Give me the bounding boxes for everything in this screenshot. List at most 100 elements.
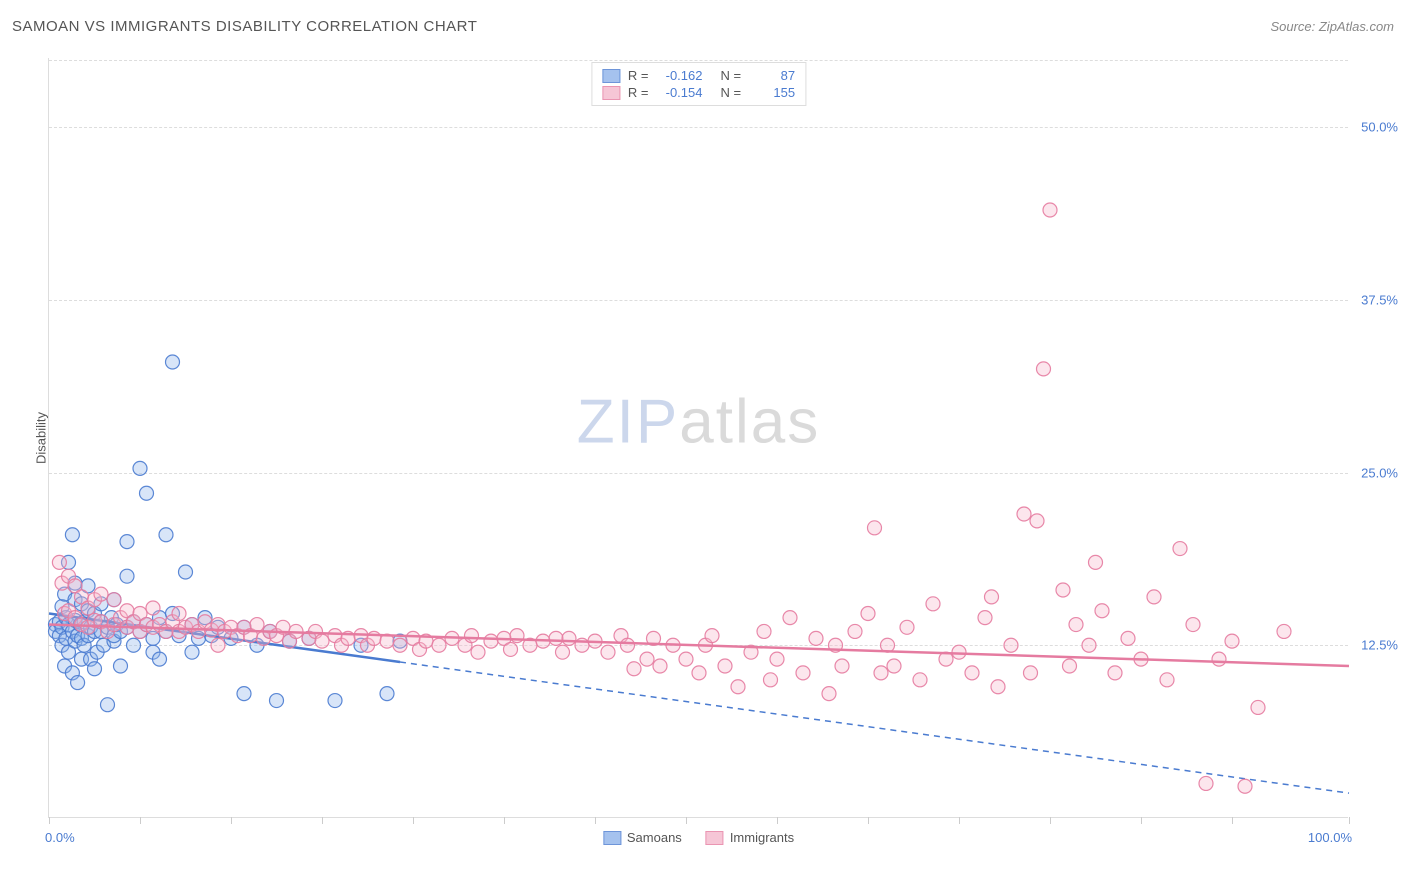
scatter-point-immigrants — [627, 662, 641, 676]
legend-swatch-icon — [602, 86, 620, 100]
scatter-point-immigrants — [1212, 652, 1226, 666]
scatter-point-immigrants — [926, 597, 940, 611]
scatter-point-samoans — [185, 645, 199, 659]
x-tick — [504, 817, 505, 824]
legend-swatch-icon — [706, 831, 724, 845]
scatter-point-immigrants — [94, 587, 108, 601]
scatter-point-immigrants — [764, 673, 778, 687]
scatter-point-immigrants — [900, 620, 914, 634]
scatter-point-immigrants — [1277, 624, 1291, 638]
scatter-point-samoans — [127, 638, 141, 652]
scatter-point-immigrants — [718, 659, 732, 673]
scatter-point-immigrants — [432, 638, 446, 652]
scatter-point-immigrants — [1251, 700, 1265, 714]
scatter-point-immigrants — [393, 638, 407, 652]
scatter-point-immigrants — [504, 642, 518, 656]
scatter-point-immigrants — [1173, 542, 1187, 556]
scatter-point-immigrants — [731, 680, 745, 694]
scatter-point-immigrants — [1238, 779, 1252, 793]
scatter-point-samoans — [133, 461, 147, 475]
scatter-point-immigrants — [172, 606, 186, 620]
legend-n-value: 87 — [749, 68, 795, 83]
scatter-point-immigrants — [1121, 631, 1135, 645]
scatter-point-immigrants — [146, 601, 160, 615]
plot-area: Disability ZIPatlas 12.5%25.0%37.5%50.0%… — [48, 58, 1348, 818]
legend-r-label: R = — [628, 68, 649, 83]
x-tick — [1232, 817, 1233, 824]
scatter-point-immigrants — [367, 631, 381, 645]
scatter-point-immigrants — [1043, 203, 1057, 217]
legend-stat-row-samoans: R =-0.162N =87 — [602, 67, 795, 84]
scatter-point-immigrants — [1069, 618, 1083, 632]
legend-label: Immigrants — [730, 830, 794, 845]
x-axis-max-label: 100.0% — [1308, 830, 1352, 845]
scatter-point-immigrants — [1225, 634, 1239, 648]
scatter-point-immigrants — [692, 666, 706, 680]
scatter-point-immigrants — [822, 687, 836, 701]
scatter-point-samoans — [140, 486, 154, 500]
scatter-point-samoans — [159, 528, 173, 542]
scatter-point-immigrants — [465, 629, 479, 643]
scatter-point-immigrants — [484, 634, 498, 648]
scatter-point-immigrants — [250, 618, 264, 632]
scatter-point-immigrants — [211, 638, 225, 652]
legend-stat-row-immigrants: R =-0.154N =155 — [602, 84, 795, 101]
scatter-point-immigrants — [705, 629, 719, 643]
scatter-point-immigrants — [809, 631, 823, 645]
x-tick — [1050, 817, 1051, 824]
scatter-point-samoans — [270, 694, 284, 708]
scatter-point-immigrants — [1030, 514, 1044, 528]
scatter-point-immigrants — [757, 624, 771, 638]
scatter-point-immigrants — [549, 631, 563, 645]
legend-bottom: Samoans Immigrants — [603, 830, 794, 845]
scatter-point-immigrants — [1108, 666, 1122, 680]
scatter-point-immigrants — [913, 673, 927, 687]
scatter-point-immigrants — [978, 611, 992, 625]
scatter-point-immigrants — [985, 590, 999, 604]
y-tick-label: 37.5% — [1350, 292, 1398, 307]
y-tick-label: 12.5% — [1350, 638, 1398, 653]
scatter-point-immigrants — [1095, 604, 1109, 618]
scatter-point-immigrants — [601, 645, 615, 659]
legend-r-label: R = — [628, 85, 649, 100]
scatter-point-immigrants — [107, 593, 121, 607]
scatter-point-immigrants — [562, 631, 576, 645]
scatter-point-immigrants — [796, 666, 810, 680]
trend-line-immigrants — [49, 625, 1349, 666]
chart-title: SAMOAN VS IMMIGRANTS DISABILITY CORRELAT… — [12, 18, 477, 35]
source-label: Source: ZipAtlas.com — [1270, 19, 1394, 34]
scatter-point-samoans — [88, 662, 102, 676]
scatter-point-samoans — [65, 528, 79, 542]
legend-r-value: -0.154 — [657, 85, 703, 100]
legend-r-value: -0.162 — [657, 68, 703, 83]
scatter-point-samoans — [237, 687, 251, 701]
x-tick — [686, 817, 687, 824]
scatter-point-immigrants — [835, 659, 849, 673]
x-tick — [868, 817, 869, 824]
scatter-point-immigrants — [1024, 666, 1038, 680]
scatter-point-immigrants — [1063, 659, 1077, 673]
legend-stats-box: R =-0.162N =87R =-0.154N =155 — [591, 62, 806, 106]
scatter-layer — [49, 58, 1348, 817]
scatter-point-immigrants — [861, 606, 875, 620]
scatter-point-immigrants — [783, 611, 797, 625]
x-tick — [959, 817, 960, 824]
y-tick-label: 25.0% — [1350, 465, 1398, 480]
scatter-point-immigrants — [887, 659, 901, 673]
scatter-point-immigrants — [640, 652, 654, 666]
legend-swatch-icon — [602, 69, 620, 83]
scatter-point-immigrants — [965, 666, 979, 680]
legend-label: Samoans — [627, 830, 682, 845]
scatter-point-immigrants — [1037, 362, 1051, 376]
x-tick — [595, 817, 596, 824]
scatter-point-immigrants — [621, 638, 635, 652]
scatter-point-immigrants — [1056, 583, 1070, 597]
scatter-point-immigrants — [991, 680, 1005, 694]
x-tick — [1141, 817, 1142, 824]
scatter-point-samoans — [179, 565, 193, 579]
scatter-point-samoans — [101, 698, 115, 712]
scatter-point-immigrants — [1082, 638, 1096, 652]
scatter-point-samoans — [328, 694, 342, 708]
legend-swatch-icon — [603, 831, 621, 845]
scatter-point-immigrants — [848, 624, 862, 638]
